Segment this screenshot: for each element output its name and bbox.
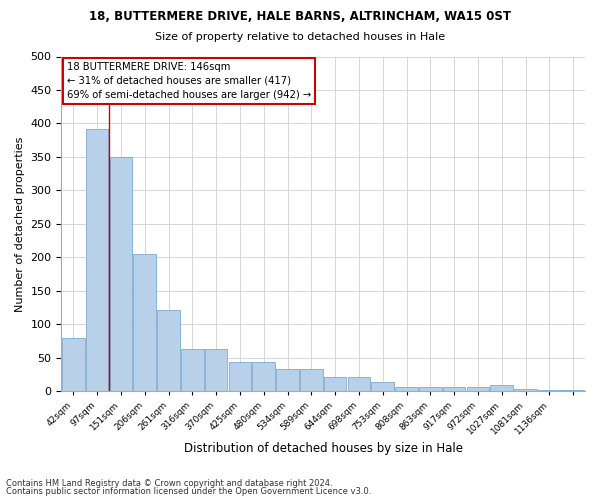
X-axis label: Distribution of detached houses by size in Hale: Distribution of detached houses by size … (184, 442, 463, 455)
Bar (467, 386, 489, 392)
Bar (205, 349, 227, 392)
Text: Contains public sector information licensed under the Open Government Licence v3: Contains public sector information licen… (6, 487, 371, 496)
Bar (86, 129, 109, 392)
Bar (110, 157, 132, 392)
Bar (395, 386, 418, 392)
Bar (562, 390, 584, 392)
Bar (229, 362, 251, 392)
Bar (371, 382, 394, 392)
Text: 18, BUTTERMERE DRIVE, HALE BARNS, ALTRINCHAM, WA15 0ST: 18, BUTTERMERE DRIVE, HALE BARNS, ALTRIN… (89, 10, 511, 23)
Bar (324, 376, 346, 392)
Text: Size of property relative to detached houses in Hale: Size of property relative to detached ho… (155, 32, 445, 42)
Bar (276, 369, 299, 392)
Y-axis label: Number of detached properties: Number of detached properties (15, 136, 25, 312)
Text: 18 BUTTERMERE DRIVE: 146sqm
← 31% of detached houses are smaller (417)
69% of se: 18 BUTTERMERE DRIVE: 146sqm ← 31% of det… (67, 62, 311, 100)
Bar (300, 369, 323, 392)
Bar (181, 349, 203, 392)
Bar (419, 386, 442, 392)
Text: Contains HM Land Registry data © Crown copyright and database right 2024.: Contains HM Land Registry data © Crown c… (6, 478, 332, 488)
Bar (347, 376, 370, 392)
Bar (538, 390, 560, 392)
Bar (253, 362, 275, 392)
Bar (133, 254, 156, 392)
Bar (490, 384, 513, 392)
Bar (443, 386, 466, 392)
Bar (157, 310, 180, 392)
Bar (514, 390, 537, 392)
Bar (62, 338, 85, 392)
